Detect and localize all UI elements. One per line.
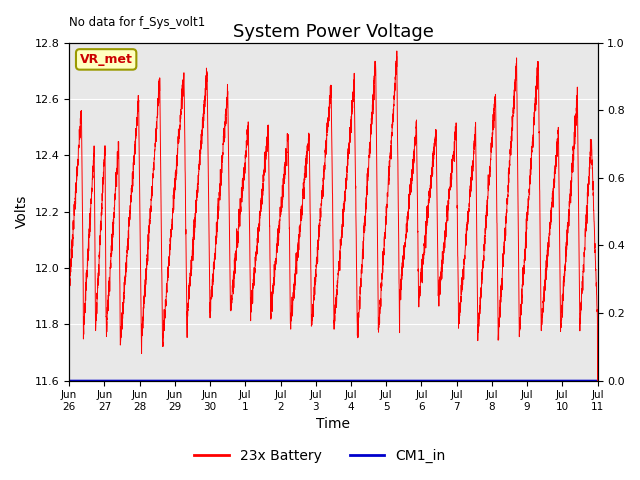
X-axis label: Time: Time <box>316 418 350 432</box>
Text: VR_met: VR_met <box>80 53 132 66</box>
Y-axis label: Volts: Volts <box>15 195 29 228</box>
Legend: 23x Battery, CM1_in: 23x Battery, CM1_in <box>189 443 451 468</box>
Title: System Power Voltage: System Power Voltage <box>233 23 434 41</box>
Text: No data for f_Sys_volt1: No data for f_Sys_volt1 <box>69 16 205 29</box>
